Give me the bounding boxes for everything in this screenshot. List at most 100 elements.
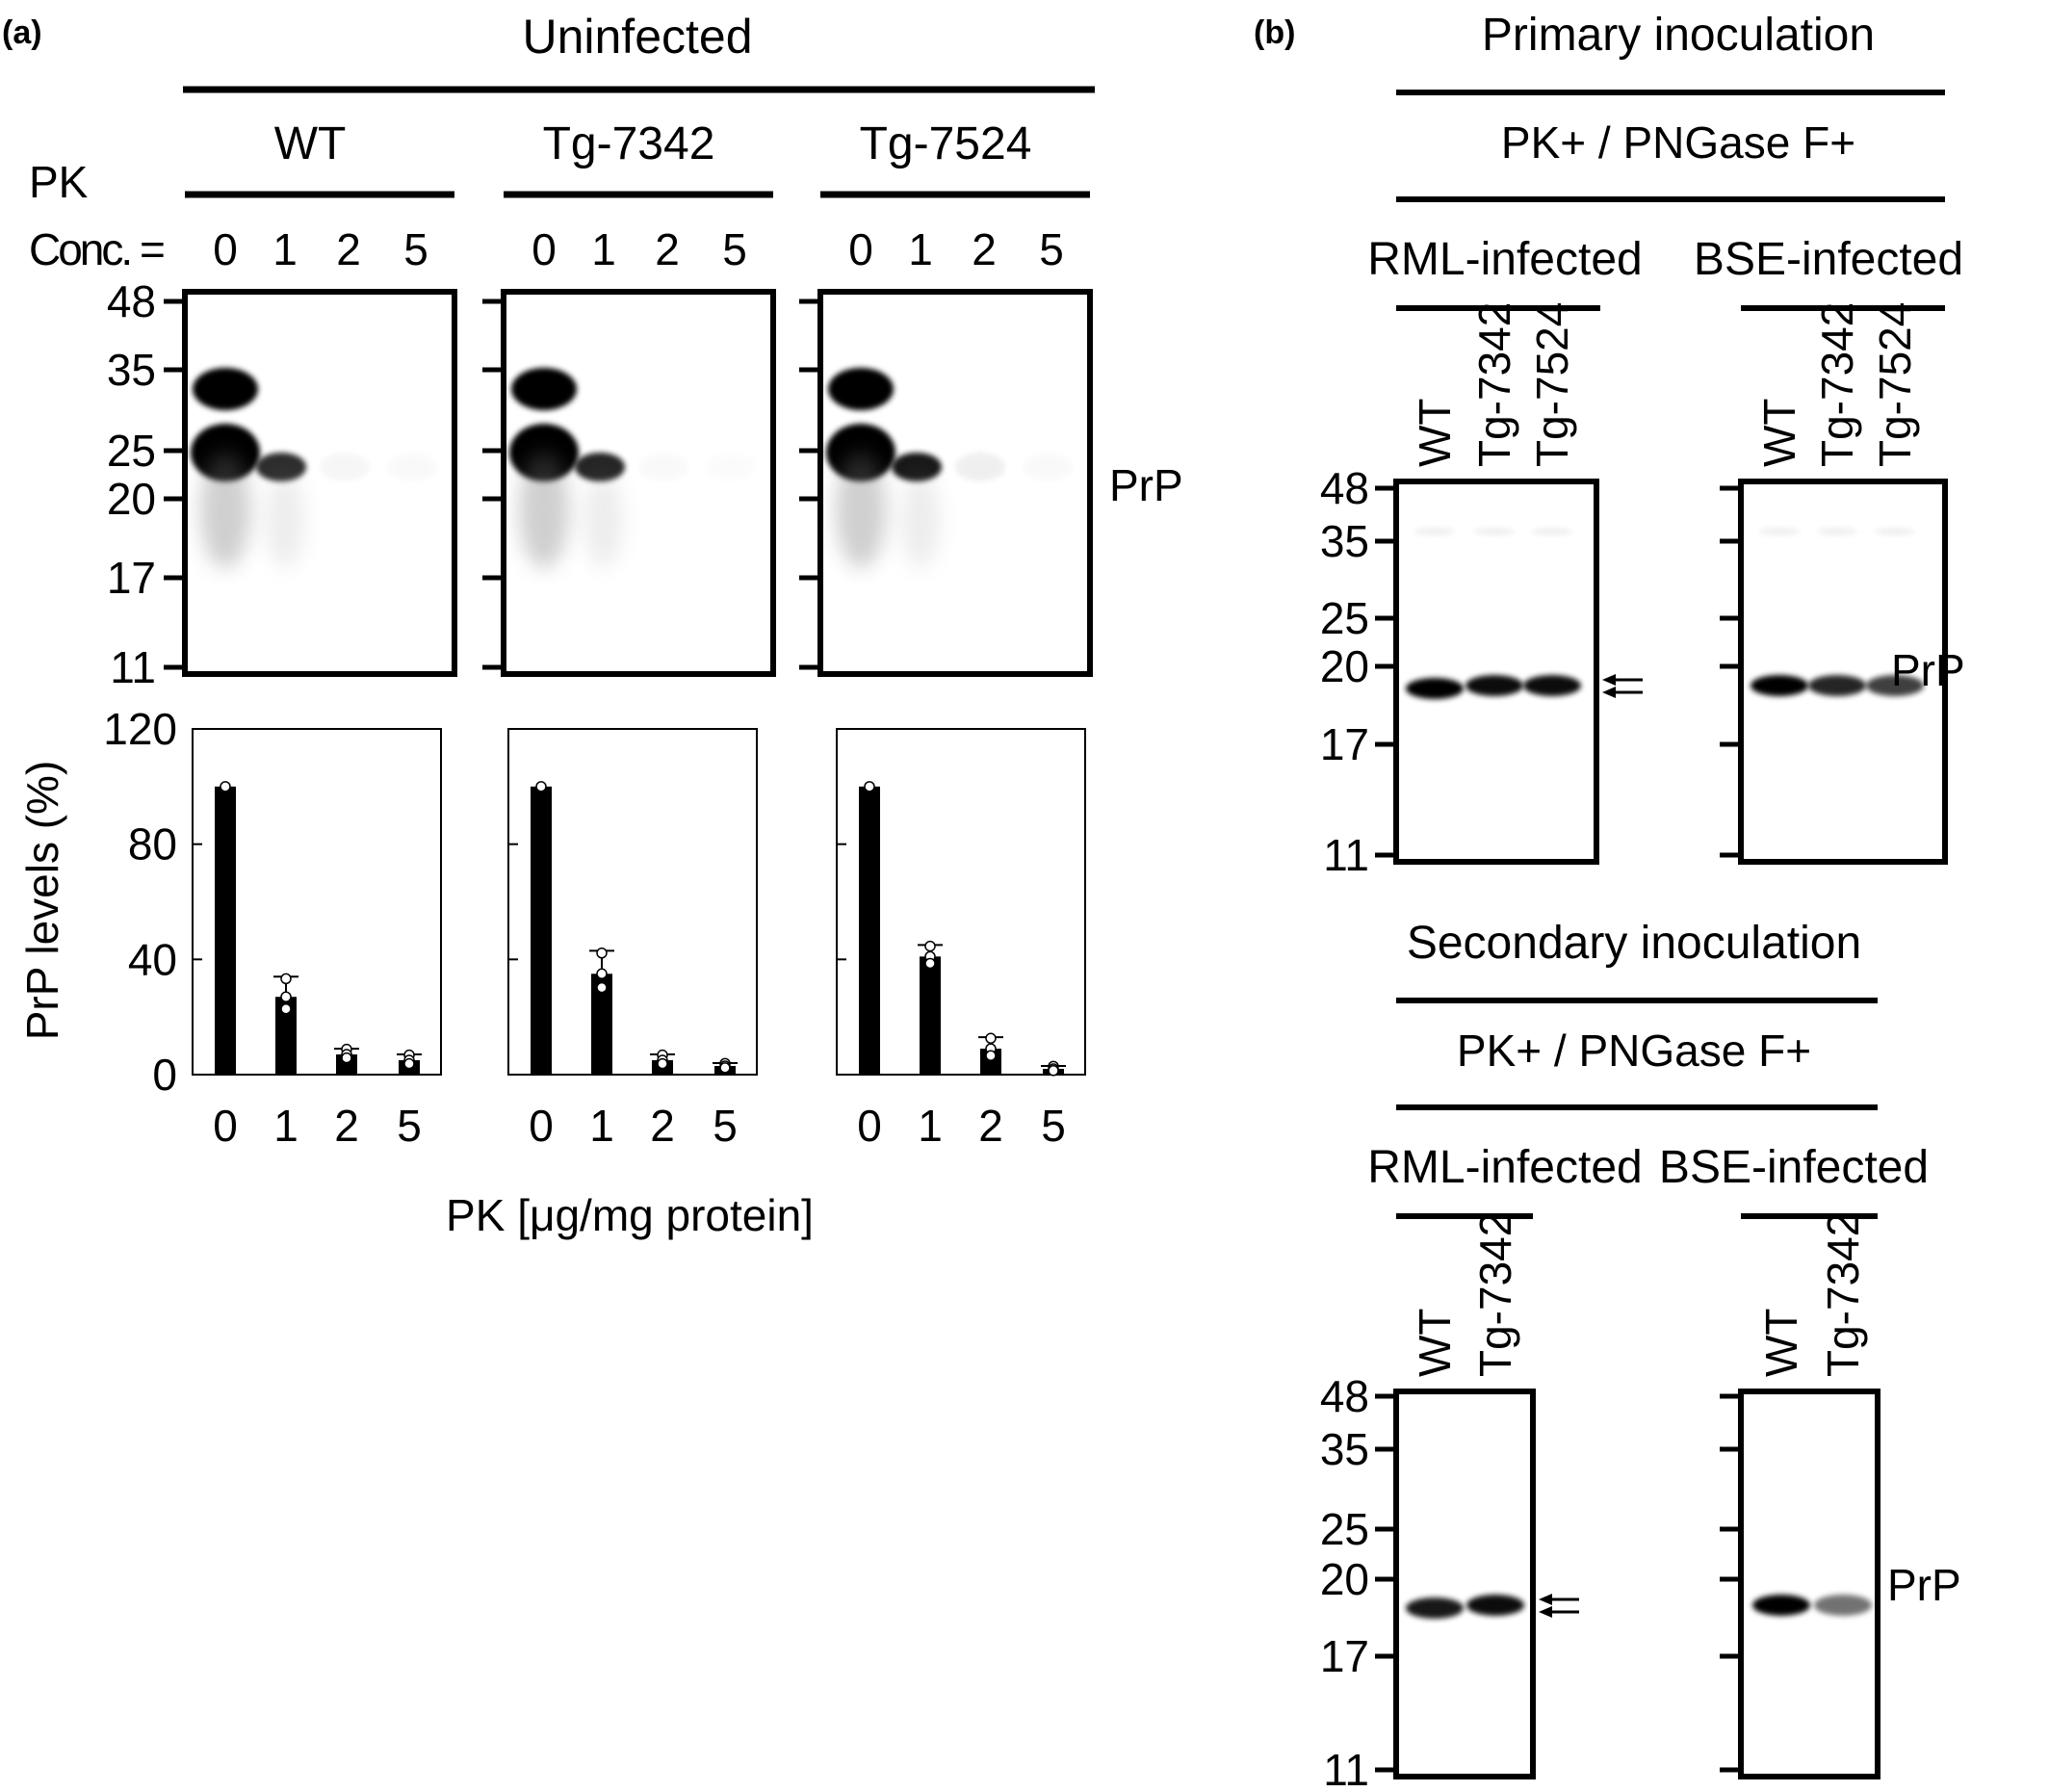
mw-marker-label: 48: [107, 276, 156, 326]
replicate-dot: [280, 991, 292, 1002]
replicate-dot: [596, 968, 608, 980]
bar: [275, 997, 297, 1075]
x-tick-label: 0: [529, 1101, 554, 1151]
arrow-icon: [1539, 1606, 1552, 1618]
prp-band: [256, 453, 306, 481]
lane-label: Tg-7524: [1870, 302, 1920, 467]
prp-band: [1406, 678, 1464, 699]
prp-band: [1808, 675, 1866, 696]
mw-marker-label: 48: [1320, 1371, 1369, 1421]
prp-smear: [519, 453, 569, 568]
primary-title: Primary inoculation: [1482, 10, 1875, 61]
replicate-dot: [535, 781, 547, 792]
primary-treatment: PK+ / PNGase F+: [1501, 117, 1855, 168]
lane-label: 0: [532, 224, 557, 274]
replicate-dot: [596, 948, 608, 959]
replicate-dot: [985, 1032, 997, 1045]
bar: [591, 974, 612, 1075]
lane-label: 1: [591, 224, 616, 274]
infection-group-label: BSE-infected: [1694, 234, 1963, 285]
prp-band-upper: [828, 368, 894, 410]
uninfected-header: Uninfected: [522, 10, 752, 64]
replicate-dot: [596, 981, 608, 994]
y-tick-label: 120: [103, 704, 177, 754]
replicate-dot: [864, 781, 875, 792]
mw-marker-label: 35: [107, 345, 156, 395]
genotype-label: Tg-7524: [860, 118, 1032, 169]
mw-marker-label: 20: [1320, 641, 1369, 691]
blot-frame: [182, 289, 457, 677]
prp-smear: [200, 453, 250, 568]
prp-band: [1866, 675, 1924, 696]
prp-band: [892, 453, 942, 481]
replicate-dot: [657, 1057, 668, 1070]
lane-label: 0: [213, 224, 238, 274]
lane-label: Tg-7342: [1818, 1212, 1868, 1377]
arrow-icon: [1602, 687, 1616, 698]
mw-marker-label: 17: [1320, 719, 1369, 769]
mw-marker-label: 20: [1320, 1554, 1369, 1604]
y-tick-label: 40: [128, 934, 177, 984]
x-tick-label: 5: [1041, 1101, 1066, 1151]
replicate-dot: [280, 973, 292, 985]
mw-marker-label: 17: [1320, 1631, 1369, 1681]
bar: [215, 786, 236, 1075]
prp-band-upper: [193, 368, 258, 410]
arrow-icon: [1602, 674, 1616, 686]
panel-b: (b) Primary inoculation PK+ / PNGase F+ RM…: [1254, 10, 1965, 1792]
x-axis-label: PK [μg/mg protein]: [446, 1190, 814, 1240]
blot-frame: [1393, 1389, 1536, 1779]
x-tick-label: 1: [273, 1101, 298, 1151]
lane-label: 5: [722, 224, 747, 274]
chart-frame: [507, 728, 758, 1076]
x-tick-label: 5: [713, 1101, 738, 1151]
genotype-label: WT: [274, 118, 347, 169]
faint-band: [1414, 528, 1456, 535]
mw-marker-label: 35: [1320, 516, 1369, 566]
y-axis-label: PrP levels (%): [17, 761, 67, 1041]
arrow-icon: [1539, 1594, 1552, 1605]
chart-frame: [836, 728, 1086, 1076]
lane-label: 1: [272, 224, 298, 274]
prp-label: PrP: [1887, 1560, 1961, 1610]
lane-label: 2: [655, 224, 680, 274]
replicate-dot: [1048, 1065, 1059, 1077]
blot-frame: [501, 289, 776, 677]
x-tick-label: 5: [397, 1101, 422, 1151]
lane-label: 0: [848, 224, 873, 274]
mw-marker-label: 11: [1323, 1745, 1369, 1792]
pk-label: PK: [29, 157, 89, 207]
mw-marker-label: 20: [107, 474, 156, 524]
prp-band: [1751, 675, 1808, 696]
mw-marker-label: 25: [1320, 593, 1369, 643]
infection-group-label: BSE-infected: [1659, 1142, 1929, 1193]
prp-band: [1814, 1595, 1872, 1616]
prp-band: [1406, 1597, 1464, 1619]
prp-band: [638, 453, 688, 481]
blot-frame: [817, 289, 1093, 677]
mw-marker-label: 48: [1320, 463, 1369, 513]
prp-band: [1523, 675, 1581, 696]
prp-band: [955, 453, 1005, 481]
bar: [920, 956, 941, 1075]
replicate-dot: [341, 1052, 352, 1064]
faint-band: [1473, 528, 1516, 535]
lane-label: WT: [1756, 1308, 1806, 1377]
lane-label: 2: [336, 224, 361, 274]
replicate-dot: [719, 1062, 731, 1074]
lane-label: Tg-7342: [1812, 302, 1862, 467]
faint-band: [1816, 528, 1858, 535]
lane-label: 2: [972, 224, 997, 274]
x-tick-label: 1: [918, 1101, 943, 1151]
chart-frame: [192, 728, 442, 1076]
conc-label: Conc. =: [29, 224, 164, 274]
lane-label: 5: [1039, 224, 1064, 274]
bar: [531, 786, 552, 1075]
blot-frame: [1738, 479, 1948, 865]
replicate-dot: [924, 940, 936, 952]
x-tick-label: 0: [213, 1101, 238, 1151]
faint-band: [1758, 528, 1801, 535]
prp-band: [1466, 1595, 1524, 1616]
blot-frame: [1393, 479, 1599, 865]
